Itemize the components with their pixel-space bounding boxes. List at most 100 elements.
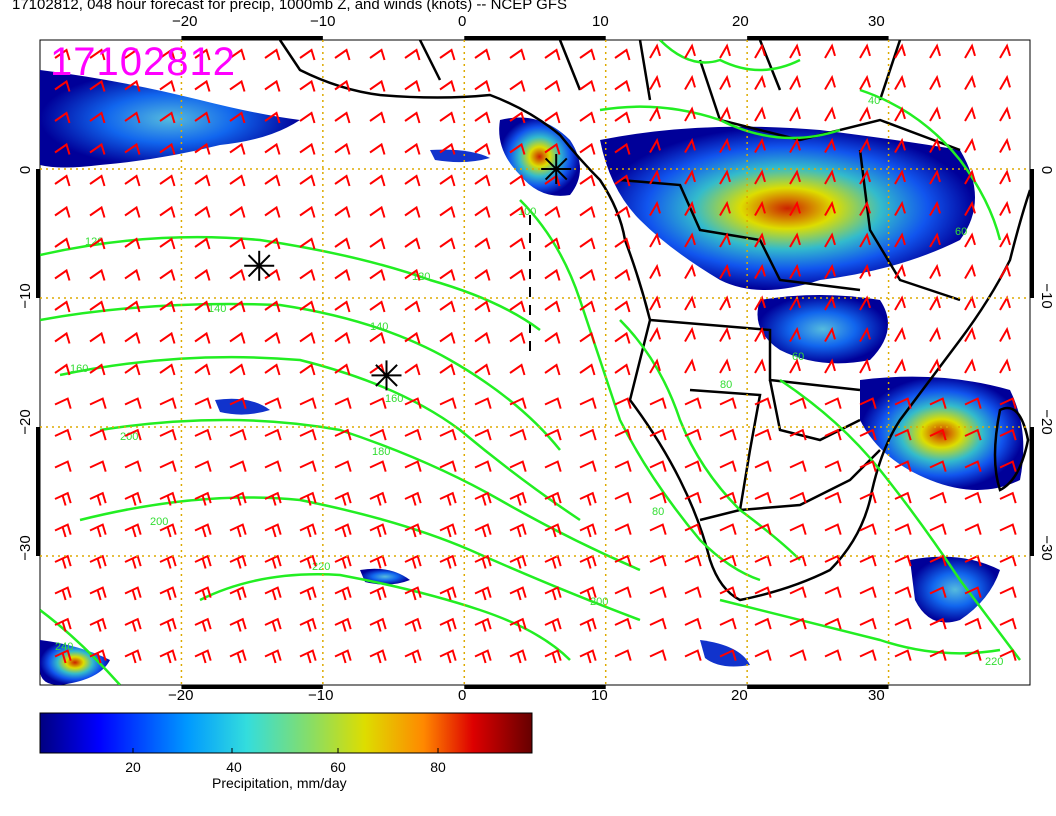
wind-barb <box>894 200 906 217</box>
wind-barb <box>544 268 561 281</box>
wind-barb <box>789 523 807 535</box>
frame-bar <box>1030 427 1034 556</box>
wind-barb <box>929 649 947 661</box>
lon-tick-label: 10 <box>591 687 608 704</box>
wind-barb <box>334 460 352 472</box>
wind-barb <box>124 111 141 124</box>
wind-barb <box>719 554 737 567</box>
wind-barb <box>54 363 71 376</box>
wind-barb <box>999 200 1011 217</box>
wind-barb <box>719 169 731 185</box>
wind-barb <box>859 617 877 630</box>
wind-barb <box>614 649 632 661</box>
wind-barb <box>439 111 456 124</box>
wind-barb <box>334 174 351 187</box>
wind-barb <box>369 397 387 409</box>
wind-barb <box>719 74 731 91</box>
wind-barb <box>649 43 661 59</box>
precip-area-southeast <box>860 376 1024 490</box>
wind-barb <box>264 397 282 409</box>
wind-barb <box>54 268 71 281</box>
wind-barb <box>929 106 941 122</box>
wind-barb <box>124 397 142 409</box>
wind-barb <box>614 331 631 344</box>
wind-barb <box>229 300 246 313</box>
border-6 <box>698 59 961 152</box>
wind-barb <box>264 300 281 313</box>
storm-marker-2 <box>371 360 402 391</box>
wind-barb <box>264 174 281 187</box>
wind-barb <box>509 649 527 664</box>
wind-barb <box>824 358 836 374</box>
wind-barb <box>89 174 106 187</box>
wind-barb <box>124 268 141 281</box>
wind-barb <box>859 428 877 441</box>
wind-barb <box>789 169 801 185</box>
wind-barb <box>719 295 731 311</box>
wind-barb <box>369 428 387 441</box>
contour-label: 160 <box>70 363 88 375</box>
wind-barb <box>264 649 282 664</box>
wind-barb <box>999 43 1011 59</box>
wind-barb <box>334 268 351 281</box>
storm-marker-1 <box>244 250 275 281</box>
lat-tick-label: −10 <box>17 283 34 308</box>
wind-barb <box>229 491 247 506</box>
wind-barb <box>544 460 562 472</box>
frame-bar <box>36 169 40 298</box>
wind-barb <box>754 649 772 661</box>
wind-barb <box>964 43 976 59</box>
wind-barb <box>614 460 632 472</box>
wind-barb <box>579 174 596 187</box>
wind-barb <box>719 649 737 661</box>
wind-barb <box>334 428 352 441</box>
wind-barb <box>89 111 106 124</box>
wind-barb <box>369 491 387 506</box>
wind-barb <box>474 205 491 218</box>
wind-barb <box>684 554 702 567</box>
wind-barb <box>964 74 976 91</box>
wind-barb <box>579 460 597 472</box>
lat-tick-label: −10 <box>1038 283 1055 308</box>
frame-bar <box>36 427 40 556</box>
contour-label: 140 <box>370 321 388 333</box>
wind-barb <box>334 397 352 409</box>
wind-barb <box>229 617 247 632</box>
wind-barb <box>754 586 772 598</box>
wind-barb <box>579 300 596 313</box>
wind-barb <box>159 174 176 187</box>
wind-barb <box>649 137 661 154</box>
lon-tick-label: 20 <box>731 687 748 704</box>
wind-barb <box>964 106 976 122</box>
wind-barb <box>754 137 766 154</box>
wind-barb <box>929 74 941 91</box>
wind-barb <box>684 169 696 185</box>
wind-barb <box>474 237 491 250</box>
wind-barb <box>684 649 702 661</box>
wind-barb <box>439 397 457 409</box>
wind-barb <box>859 169 871 185</box>
wind-barb <box>964 428 982 441</box>
wind-barb <box>649 554 667 567</box>
wind-barb <box>439 491 457 506</box>
wind-barb <box>299 268 316 281</box>
wind-barb <box>999 397 1017 409</box>
wind-barb <box>194 300 211 313</box>
wind-barb <box>824 326 836 343</box>
wind-barb <box>229 460 247 472</box>
wind-barb <box>194 554 212 569</box>
wind-barb <box>299 79 316 92</box>
wind-barb <box>89 491 107 506</box>
wind-barb <box>789 43 801 59</box>
wind-barb <box>614 617 632 630</box>
wind-barb <box>649 263 661 280</box>
wind-barb <box>404 586 422 601</box>
wind-barb <box>544 331 561 344</box>
wind-barb <box>474 491 492 506</box>
border-3 <box>689 388 762 522</box>
wind-barb <box>229 111 246 124</box>
wind-barb <box>299 111 316 124</box>
wind-barb <box>474 268 491 281</box>
wind-barb <box>124 142 141 155</box>
colorbar-tick-label: 80 <box>430 759 446 775</box>
